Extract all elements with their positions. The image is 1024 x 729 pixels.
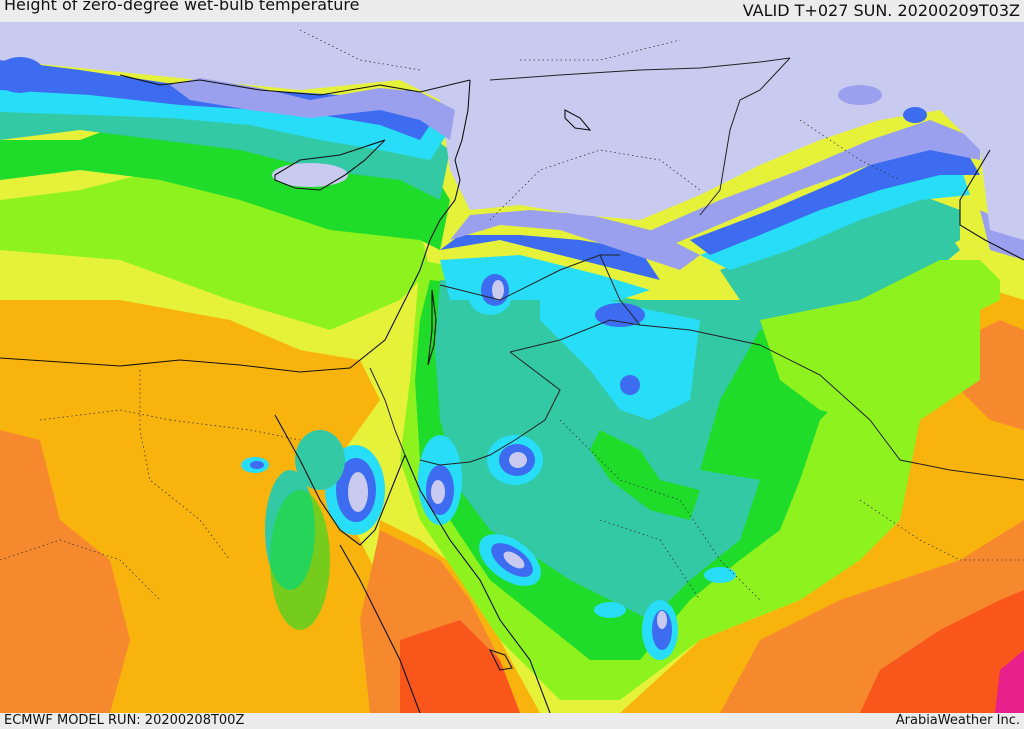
credit-label: ArabiaWeather Inc. [895, 713, 1020, 728]
dotted-boundaries [0, 29, 1024, 601]
footer-bar: ECMWF MODEL RUN: 20200208T00Z ArabiaWeat… [0, 713, 1024, 729]
border-syria-iraq [699, 57, 791, 216]
coastline-red-sea-west [339, 544, 421, 713]
field-cyan-arabia [540, 290, 700, 420]
field-blue-levant [440, 235, 660, 280]
coastline-farasan [488, 649, 513, 671]
border-jordan-saudi [509, 319, 1024, 481]
pocket-snow-jordan [492, 280, 504, 300]
pocket-cyan-central-2 [620, 375, 640, 395]
coastlines [0, 74, 1024, 713]
pocket-snow-cyprus [272, 163, 348, 187]
coastline-gulf-north [959, 149, 1024, 261]
pocket-cyan-tihama [594, 602, 626, 618]
admin-boundary-6 [599, 519, 701, 601]
coastline-levant [429, 79, 471, 241]
pocket-lavender-iraq-n [838, 85, 882, 105]
border-jordan-east [419, 351, 561, 466]
field-redorange-south [400, 620, 520, 713]
field-orange-west [0, 430, 130, 713]
coastline-gulf-of-suez [274, 414, 376, 546]
coastline-turkey [119, 74, 471, 96]
pocket-snow-hejaz-n [431, 480, 445, 504]
map-canvas [0, 22, 1024, 713]
field-cyan-iraq [700, 165, 970, 270]
field-magenta-corner [995, 650, 1024, 713]
pocket-snow-hejaz-s [503, 551, 525, 569]
pocket-snow-sinai [348, 472, 368, 512]
coastline-egypt-north [0, 239, 431, 373]
pocket-blue-iran [903, 107, 927, 123]
coastline-red-sea-east [404, 454, 551, 713]
border-iraq-saudi [599, 254, 641, 326]
field-redorange-se [860, 590, 1024, 713]
field-teal-iraq [720, 195, 960, 300]
coastline-gulf-of-aqaba [374, 454, 406, 531]
border-syria-turkey [489, 57, 791, 81]
header-bar: Height of zero-degree wet-bulb temperatu… [0, 0, 1024, 22]
pocket-blue-nw [0, 57, 45, 93]
border-egypt-israel [369, 367, 406, 456]
map-title: Height of zero-degree wet-bulb temperatu… [4, 0, 360, 14]
coastline-lake-assad [564, 109, 592, 131]
valid-time: VALID T+027 SUN. 20200209T03Z [742, 1, 1020, 20]
admin-boundary-7 [0, 539, 161, 601]
pocket-blue-small-1 [250, 461, 264, 469]
field-lime-iraq [760, 260, 1000, 420]
pocket-snow-tabuk [509, 452, 527, 468]
pocket-snow-asir [657, 611, 667, 629]
field-blue-iraq [690, 140, 980, 255]
coastline-dead-sea [427, 289, 437, 366]
field-lavender-iraq [640, 120, 980, 250]
borders [369, 57, 1024, 481]
field-lavender-levant [450, 210, 700, 270]
pocket-cyan-central-1 [704, 567, 736, 583]
coastline-cyprus [274, 139, 386, 191]
field-lavender-north [170, 78, 455, 140]
admin-boundary-9 [859, 499, 1024, 561]
weather-map [0, 22, 1024, 713]
border-jordan-syria [439, 254, 620, 301]
admin-boundary-4 [559, 419, 761, 601]
field-snow-north [0, 22, 1024, 240]
admin-boundary-5 [799, 119, 901, 181]
model-run: ECMWF MODEL RUN: 20200208T00Z [4, 713, 245, 728]
pocket-green-red-sea [270, 490, 330, 630]
